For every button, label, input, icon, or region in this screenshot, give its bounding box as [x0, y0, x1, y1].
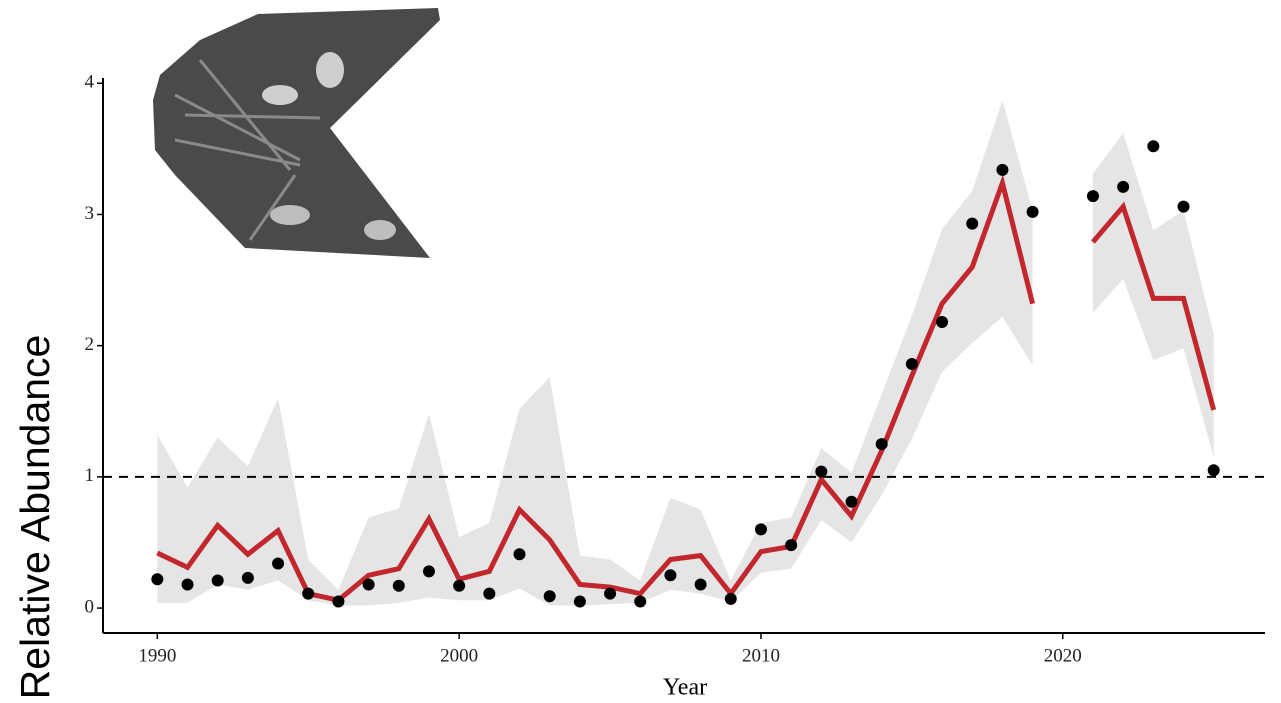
x-tick-label: 2000 — [440, 645, 478, 666]
data-point — [1026, 205, 1039, 218]
trap-photo — [153, 8, 440, 258]
data-point — [815, 465, 828, 478]
data-point — [513, 548, 526, 561]
data-point — [1147, 140, 1160, 153]
data-point — [573, 595, 586, 608]
x-tick-label: 2010 — [742, 645, 780, 666]
x-tick-label: 2020 — [1044, 645, 1082, 666]
data-point — [634, 595, 647, 608]
data-point — [936, 316, 949, 329]
fit-line — [156, 174, 1036, 603]
data-point — [785, 539, 798, 552]
data-point — [422, 565, 435, 578]
data-point — [241, 571, 254, 584]
data-point — [302, 587, 315, 600]
data-point — [1086, 190, 1099, 203]
data-point — [724, 592, 737, 605]
data-point — [151, 573, 164, 586]
trap-detail — [174, 59, 321, 241]
data-point — [845, 495, 858, 508]
y-tick-label: 4 — [85, 72, 95, 93]
data-point — [1117, 180, 1130, 193]
x-axis-title: Year — [663, 675, 707, 701]
trap-image — [153, 8, 440, 258]
x-tick-label: 1990 — [138, 645, 176, 666]
data-point — [996, 163, 1009, 176]
data-point — [1207, 464, 1220, 477]
data-point — [664, 569, 677, 582]
data-point — [211, 574, 224, 587]
trap-detail — [364, 220, 396, 240]
data-point — [966, 217, 979, 230]
data-point — [604, 587, 617, 600]
trap-detail — [316, 52, 344, 88]
trap-detail — [270, 205, 310, 225]
data-point — [543, 590, 556, 603]
data-point — [272, 557, 285, 570]
data-point — [905, 358, 918, 371]
y-tick-label: 0 — [85, 596, 95, 617]
y-tick-label: 3 — [85, 203, 95, 224]
data-point — [332, 595, 345, 608]
trap-detail — [262, 85, 298, 105]
data-point — [694, 578, 707, 591]
y-axis-title: Relative Abundance — [12, 335, 58, 700]
data-point — [1177, 200, 1190, 213]
data-point — [754, 523, 767, 536]
y-tick-label: 1 — [85, 465, 95, 486]
y-tick-label: 2 — [85, 334, 95, 355]
data-point — [392, 579, 405, 592]
confidence-band — [157, 100, 1033, 606]
data-point — [362, 578, 375, 591]
data-point — [875, 438, 888, 451]
data-point — [483, 587, 496, 600]
fit-line — [1091, 201, 1217, 411]
data-point — [181, 578, 194, 591]
data-point — [453, 579, 466, 592]
